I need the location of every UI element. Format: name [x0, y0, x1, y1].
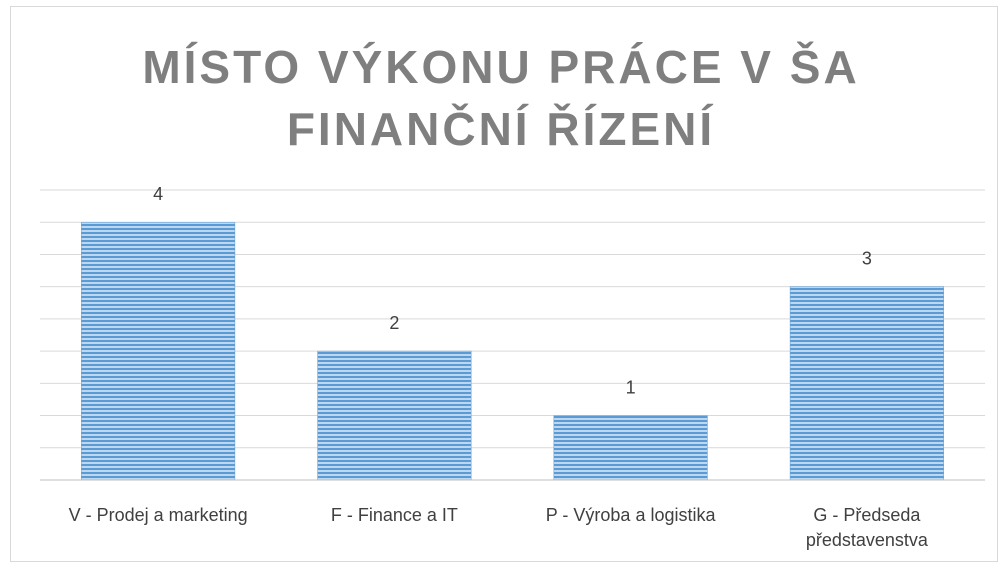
data-label: 4 [153, 184, 163, 204]
x-tick-label: P - Výroba a logistika [545, 505, 716, 525]
chart-frame [10, 6, 998, 562]
bar [789, 286, 944, 481]
data-label: 1 [626, 378, 636, 398]
data-label: 3 [862, 249, 872, 269]
chart-title: MÍSTO VÝKONU PRÁCE V ŠA FINANČNÍ ŘÍZENÍ [142, 41, 860, 155]
x-tick-label: V - Prodej a marketing [68, 505, 248, 525]
bar [317, 350, 472, 481]
x-tick-label: F - Finance a IT [330, 505, 458, 525]
bar [81, 221, 236, 481]
data-label: 2 [389, 313, 399, 333]
x-tick-label: G - Předseda představenstva [805, 505, 928, 550]
bar [553, 415, 708, 481]
